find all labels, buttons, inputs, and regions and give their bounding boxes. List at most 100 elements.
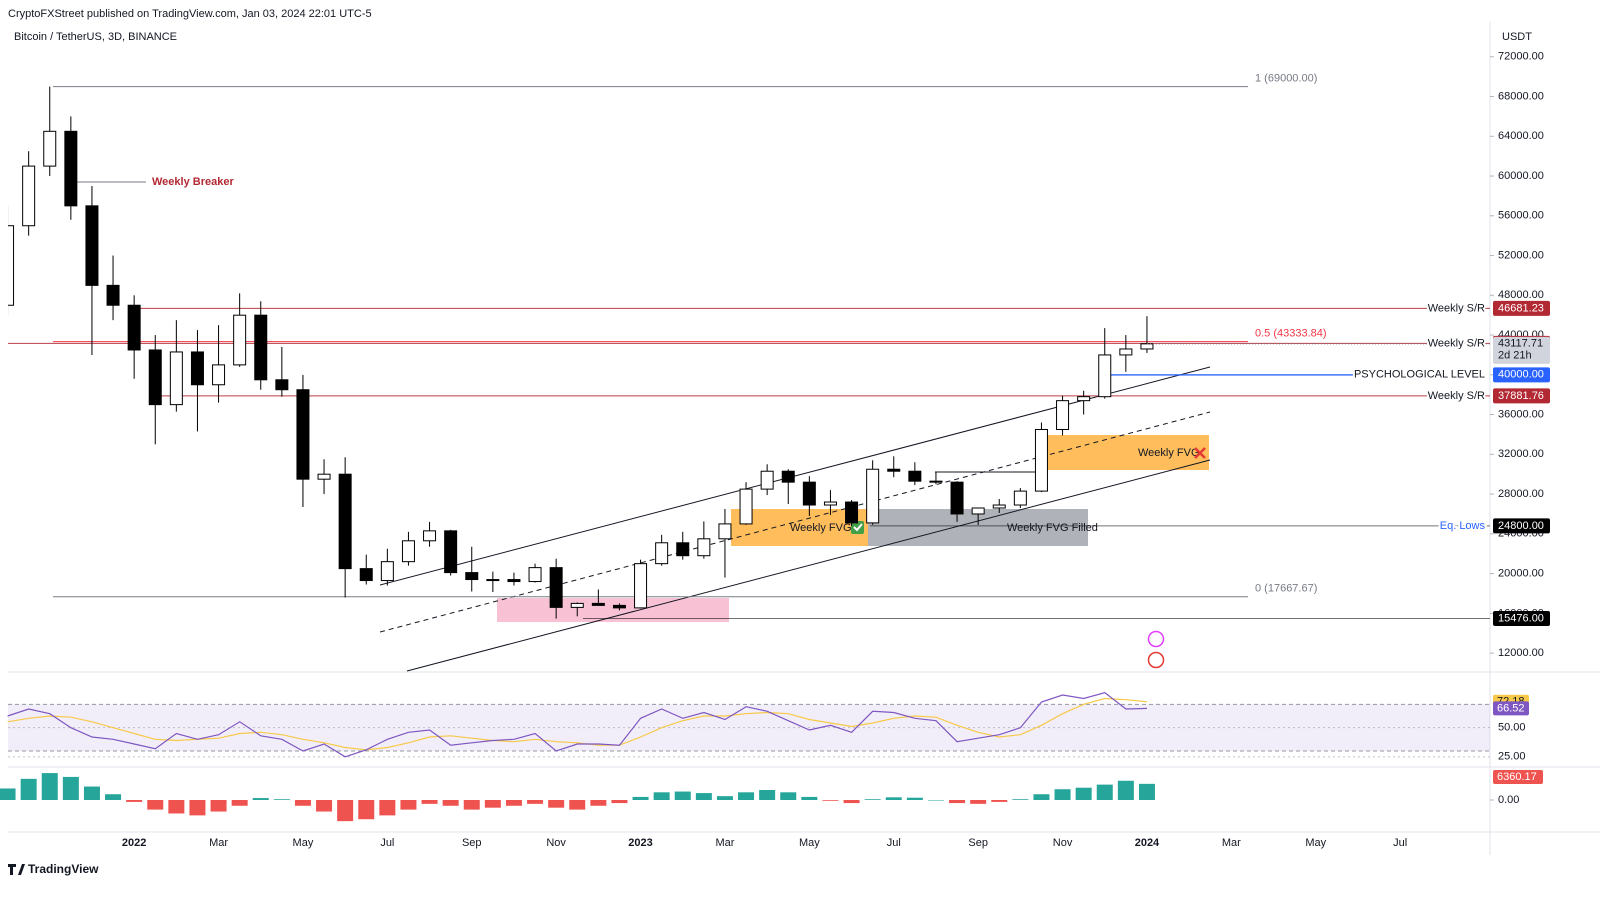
event-icon[interactable] xyxy=(1147,630,1165,648)
level-name: Eq. Lows xyxy=(1440,520,1486,532)
rsi-tag xyxy=(1493,701,1529,716)
candle-body xyxy=(423,530,437,542)
symbol-title: Bitcoin / TetherUS, 3D, BINANCE xyxy=(14,31,177,43)
y-tick-label: 72000.00 xyxy=(1498,51,1544,63)
macd-bar xyxy=(41,773,58,800)
macd-bar xyxy=(674,791,691,800)
x-tick-label: Jul xyxy=(380,837,394,849)
candle-body xyxy=(1119,348,1133,356)
x-tick-label: Mar xyxy=(715,837,734,849)
zone-box xyxy=(497,598,729,622)
channel-upper xyxy=(379,366,1211,586)
candle-body xyxy=(1056,400,1070,430)
y-tick-label: 52000.00 xyxy=(1498,249,1544,261)
macd-bar xyxy=(885,797,902,800)
macd-bar xyxy=(864,799,881,800)
rsi-tag-label: 66.52 xyxy=(1497,702,1525,714)
y-tick-label: 12000.00 xyxy=(1498,647,1544,659)
annotation: Weekly FVG Filled xyxy=(1007,522,1098,534)
plot-area xyxy=(8,86,1490,620)
macd-bar xyxy=(62,776,79,800)
last-price-tag xyxy=(1493,336,1550,364)
candle-body xyxy=(760,470,774,490)
candle-body xyxy=(950,481,964,515)
macd-bar xyxy=(421,800,438,804)
y-tick-label: 36000.00 xyxy=(1498,408,1544,420)
candle-body xyxy=(64,130,78,207)
macd-tick-label: 0.00 xyxy=(1498,794,1519,806)
candle-body xyxy=(612,604,626,609)
macd-bar xyxy=(548,800,565,808)
annotation: Weekly FVG xyxy=(790,522,852,534)
macd-bar xyxy=(843,800,860,804)
candle-body xyxy=(697,538,711,557)
y-tick-label: 32000.00 xyxy=(1498,448,1544,460)
macd-bar xyxy=(991,800,1008,802)
candle-body xyxy=(127,304,141,351)
macd-bar xyxy=(927,800,944,801)
y-tick-label: 60000.00 xyxy=(1498,170,1544,182)
candle-body xyxy=(8,225,15,306)
candle-body xyxy=(823,501,837,506)
price-tag-label: 15476.00 xyxy=(1498,612,1544,624)
macd-bar xyxy=(1012,799,1029,800)
candle-body xyxy=(739,488,753,525)
macd-bar xyxy=(801,796,818,800)
candle-body xyxy=(655,542,669,565)
footer-brand: TradingView xyxy=(28,862,99,876)
macd-bar xyxy=(316,800,333,812)
candle-body xyxy=(802,481,816,506)
price-unit: USDT xyxy=(1502,31,1532,43)
macd-bar xyxy=(463,800,480,810)
candle-body xyxy=(971,507,985,515)
fib-label: 1 (69000.00) xyxy=(1255,72,1317,84)
macd-bar xyxy=(822,800,839,801)
macd-bar xyxy=(273,799,290,800)
x-tick-label: Mar xyxy=(209,837,228,849)
macd-bar xyxy=(949,800,966,804)
candle-body xyxy=(992,504,1006,509)
candle-body xyxy=(845,501,859,524)
candle-body xyxy=(486,579,500,582)
y-tick-label: 48000.00 xyxy=(1498,289,1544,301)
macd-bar xyxy=(611,800,628,804)
countdown-label: 2d 21h xyxy=(1498,350,1532,362)
macd-bar xyxy=(780,792,797,800)
macd-bar xyxy=(653,792,670,800)
fvg-box xyxy=(1044,435,1209,470)
macd-bar xyxy=(716,796,733,800)
fib-label: 0.5 (43333.84) xyxy=(1255,328,1327,340)
level-name: Weekly S/R xyxy=(1428,337,1485,349)
macd-bar xyxy=(20,778,37,800)
rsi-tick-label: 25.00 xyxy=(1498,751,1526,763)
macd-bar xyxy=(358,800,375,820)
candle-body xyxy=(1098,354,1112,398)
price-tag-label: 40000.00 xyxy=(1498,369,1544,381)
event-icon[interactable] xyxy=(1147,651,1165,669)
candle-body xyxy=(866,468,880,524)
fib-label: 0 (17667.67) xyxy=(1255,583,1317,595)
x-tick-label: Jul xyxy=(1393,837,1407,849)
channel-lower xyxy=(406,459,1211,672)
check-icon xyxy=(853,523,863,532)
candle-body xyxy=(718,523,732,540)
candle-body xyxy=(43,130,57,167)
x-tick-label: May xyxy=(293,837,314,849)
macd-bar xyxy=(738,792,755,800)
macd-bar xyxy=(0,788,16,800)
candle-body xyxy=(359,568,373,582)
x-tick-label: May xyxy=(1305,837,1326,849)
candle-body xyxy=(1077,396,1091,402)
candle-body xyxy=(296,389,310,480)
macd-bar xyxy=(400,800,417,810)
candle-body xyxy=(380,561,394,582)
macd-bar xyxy=(906,797,923,800)
macd-bar xyxy=(1117,780,1134,800)
macd-bar xyxy=(105,794,122,800)
macd-bar xyxy=(1075,787,1092,800)
candle-body xyxy=(591,602,605,606)
candle-body xyxy=(85,205,99,286)
x-tick-label: Mar xyxy=(1222,837,1241,849)
macd-bar xyxy=(695,793,712,800)
